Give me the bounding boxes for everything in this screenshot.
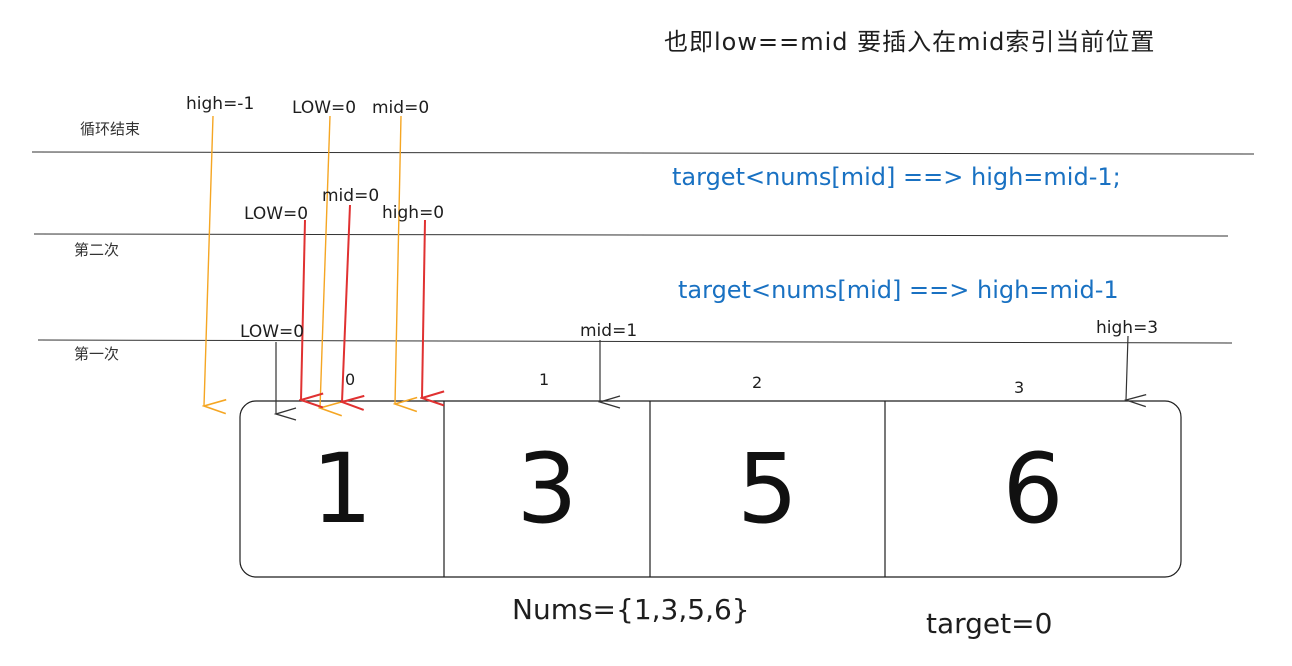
pointer-second-high: high=0 [382,203,445,223]
pointer-second-mid: mid=0 [322,186,380,206]
arrow-first-high [1126,335,1128,400]
array-index-1: 1 [539,370,550,389]
round-label-second: 第二次 [74,241,120,259]
separator-line-first [37,339,1233,344]
array-index-3: 3 [1014,378,1025,397]
pointer-end-mid: mid=0 [372,98,430,118]
pointer-end-low: LOW=0 [292,98,357,118]
pointer-first-mid: mid=1 [580,321,638,341]
pointer-second-low: LOW=0 [244,204,309,224]
array-index-0: 0 [345,370,356,389]
array-box [239,400,1182,578]
arrow-second-low [301,219,305,400]
arrow-end-high [204,115,213,406]
array-cell-3: 6 [1002,433,1064,545]
arrow-second-high [422,219,425,398]
arrow-end-mid [395,115,401,404]
array-label: Nums={1,3,5,6} [512,593,750,626]
rule-line-1: target<nums[mid] ==> high=mid-1; [672,163,1121,191]
array-cell-2: 5 [736,433,799,545]
note-low-equals-mid: 也即low==mid 要插入在mid索引当前位置 [664,28,1156,56]
array-cell-0: 1 [311,433,373,545]
target-label: target=0 [926,607,1053,640]
pointer-end-high: high=-1 [186,94,255,114]
rule-line-2: target<nums[mid] ==> high=mid-1 [678,276,1119,304]
separator-line-end [31,151,1255,155]
separator-line-second [33,233,1229,237]
array-cell-1: 3 [516,433,578,545]
round-label-first: 第一次 [74,345,120,363]
pointer-first-high: high=3 [1096,318,1159,338]
pointer-first-low: LOW=0 [240,322,305,342]
round-label-end: 循环结束 [80,120,141,138]
array-index-2: 2 [752,373,763,392]
arrow-second-mid [342,204,350,402]
arrow-end-low [320,115,330,408]
